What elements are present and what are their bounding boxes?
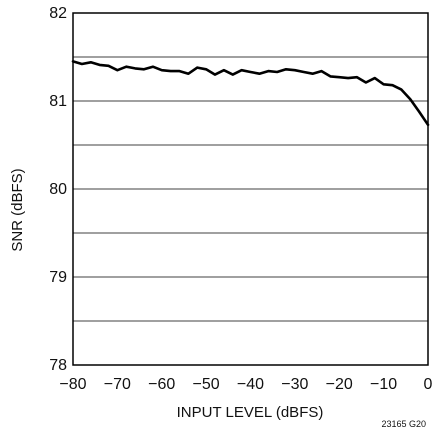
x-tick-labels: −80 −70 −60 −50 −40 −30 −20 −10 0 — [59, 376, 432, 393]
x-tick-label: −40 — [237, 376, 264, 393]
x-tick-label: −20 — [326, 376, 353, 393]
y-tick-labels: 78 79 80 81 82 — [49, 5, 67, 374]
plot-area-frame — [72, 12, 429, 366]
x-tick-label: 0 — [424, 376, 432, 393]
x-tick-label: −50 — [193, 376, 220, 393]
y-tick-label: 78 — [49, 357, 67, 374]
grid-lines — [73, 56, 428, 322]
x-tick-label: −60 — [148, 376, 175, 393]
x-tick-label: −80 — [59, 376, 86, 393]
y-tick-label: 79 — [49, 269, 67, 286]
y-tick-label: 81 — [49, 93, 67, 110]
x-axis-label: INPUT LEVEL (dBFS) — [177, 404, 324, 421]
y-tick-label: 82 — [49, 5, 67, 22]
snr-series-line — [71, 60, 430, 127]
figure-id: 23165 G20 — [381, 419, 426, 427]
y-axis-label: SNR (dBFS) — [9, 168, 26, 251]
y-tick-label: 80 — [49, 181, 67, 198]
x-tick-label: −70 — [104, 376, 131, 393]
x-tick-label: −10 — [370, 376, 397, 393]
x-tick-label: −30 — [281, 376, 308, 393]
